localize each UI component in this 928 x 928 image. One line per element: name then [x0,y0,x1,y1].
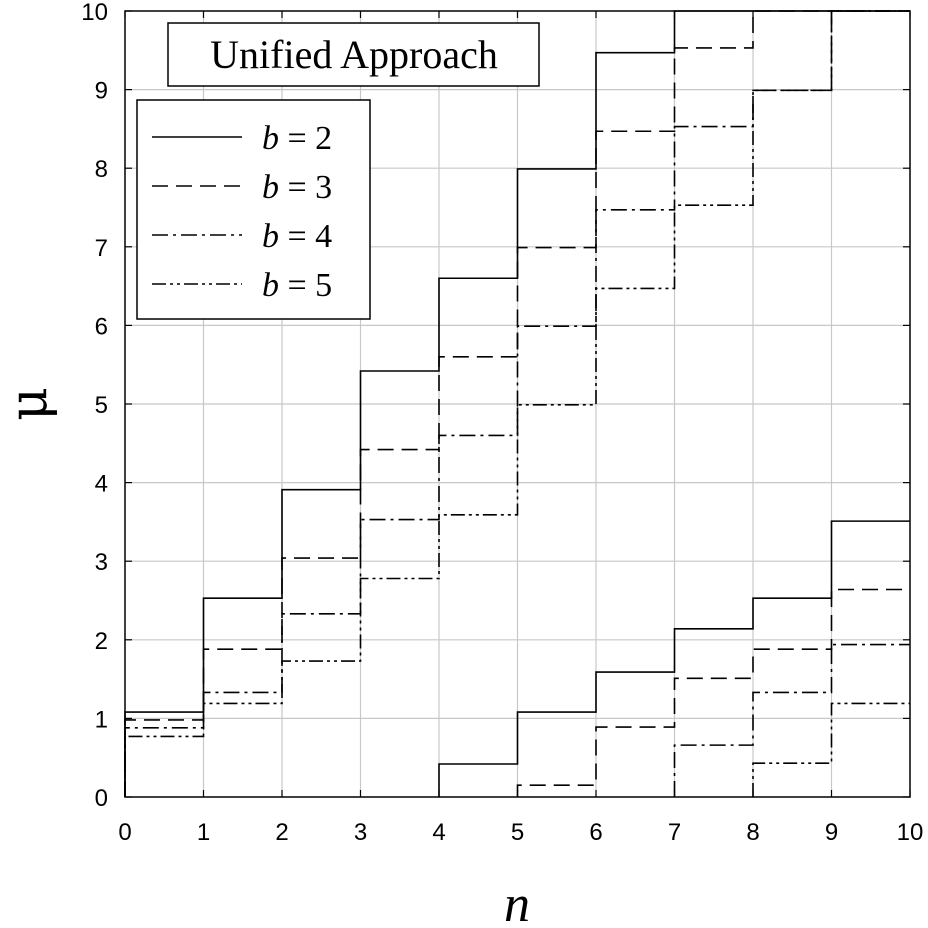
y-tick-label: 3 [95,549,108,576]
x-tick-label: 9 [825,819,838,846]
series-lower-line [516,588,910,797]
legend-label: b = 2 [262,120,332,157]
legend-frame [136,99,371,320]
y-axis-label: μ [0,387,59,421]
y-tick-label: 10 [81,0,108,26]
y-tick-label: 9 [95,78,108,105]
legend-label: b = 4 [262,218,332,255]
x-tick-label: 4 [432,819,445,846]
y-tick-label: 2 [95,628,108,655]
legend-item: b = 2 [152,120,332,157]
x-tick-label: 1 [197,819,210,846]
y-tick-label: 5 [95,392,108,419]
x-tick-label: 7 [668,819,681,846]
x-tick-label: 5 [511,819,524,846]
legend-item: b = 3 [152,169,332,206]
x-tick-label: 3 [354,819,367,846]
title-box: Unified Approach [167,22,540,87]
y-tick-label: 1 [95,706,108,733]
y-tick-label: 7 [95,235,108,262]
series-2 [124,10,910,797]
x-axis-label: n [504,876,530,928]
title-frame [167,22,540,87]
chart-title: Unified Approach [210,32,498,77]
y-tick-label: 0 [95,785,108,812]
legend-item: b = 4 [152,218,332,255]
series-lower-line [752,702,910,797]
tick-labels: 0 1 2 3 4 5 6 7 8 9 10 0 1 2 3 4 5 6 7 8 9 10 [81,0,923,846]
series-upper-line [124,10,910,797]
series-4 [124,10,910,797]
x-tick-label: 0 [118,819,131,846]
series-upper-line [124,10,910,797]
x-tick-label: 2 [275,819,288,846]
legend-label: b = 5 [262,267,332,304]
legend-label: b = 3 [262,169,332,206]
y-tick-label: 6 [95,313,108,340]
legend: b = 2 b = 3 b = 4 b = 5 [136,99,371,320]
x-tick-label: 6 [589,819,602,846]
y-tick-label: 4 [95,471,108,498]
x-tick-label: 10 [897,819,924,846]
legend-item: b = 5 [152,267,332,304]
y-tick-label: 8 [95,156,108,183]
series-lower-line [673,643,910,797]
ticks [124,10,911,798]
x-tick-label: 8 [746,819,759,846]
